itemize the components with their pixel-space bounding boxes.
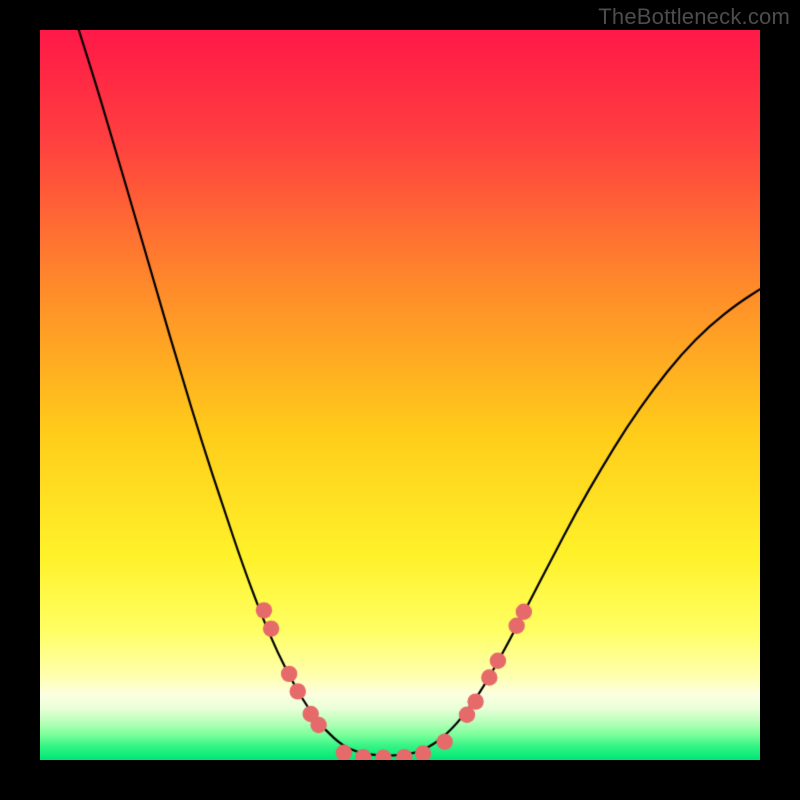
chart-stage: TheBottleneck.com	[0, 0, 800, 800]
bottleneck-curve-chart	[40, 30, 760, 760]
attribution-label: TheBottleneck.com	[598, 4, 790, 30]
plot-area	[40, 30, 760, 760]
